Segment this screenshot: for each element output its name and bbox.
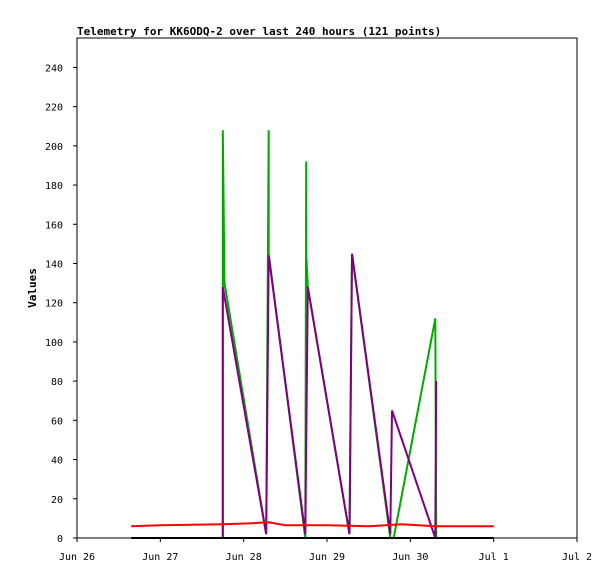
- y-tick-label: 20: [51, 495, 63, 506]
- y-tick-label: 80: [51, 377, 63, 388]
- y-axis-label: Values: [26, 268, 39, 308]
- x-tick-label: Jun 27: [142, 552, 178, 563]
- x-tick-label: Jun 30: [392, 552, 428, 563]
- x-tick-label: Jun 26: [59, 552, 95, 563]
- x-tick-label: Jul 2: [562, 552, 592, 563]
- y-tick-label: 40: [51, 456, 63, 467]
- y-tick-label: 160: [45, 220, 63, 231]
- y-tick-label: 140: [45, 259, 63, 270]
- y-tick-label: 0: [57, 534, 63, 545]
- series-line-2: [221, 253, 438, 539]
- y-tick-label: 180: [45, 181, 63, 192]
- series-line-1: [221, 130, 438, 539]
- y-tick-label: 200: [45, 142, 63, 153]
- x-axis: Jun 26 Jun 27 Jun 28 Jun 29 Jun 30 Jul 1 Jul 2: [59, 538, 592, 563]
- chart-title: Telemetry for KK6ODQ-2 over last 240 hou…: [77, 25, 441, 38]
- y-axis: 0 20 40 60 80 100 120 140 160 180 200 220 240: [45, 63, 77, 545]
- series-line-3: [131, 521, 494, 528]
- x-tick-label: Jun 29: [309, 552, 345, 563]
- x-tick-label: Jul 1: [479, 552, 509, 563]
- series-layer: [131, 130, 494, 539]
- y-tick-label: 120: [45, 299, 63, 310]
- y-tick-label: 240: [45, 63, 63, 74]
- y-tick-label: 100: [45, 338, 63, 349]
- plot-area: [76, 37, 578, 539]
- y-tick-label: 60: [51, 416, 63, 427]
- x-tick-label: Jun 28: [226, 552, 262, 563]
- y-tick-label: 220: [45, 103, 63, 114]
